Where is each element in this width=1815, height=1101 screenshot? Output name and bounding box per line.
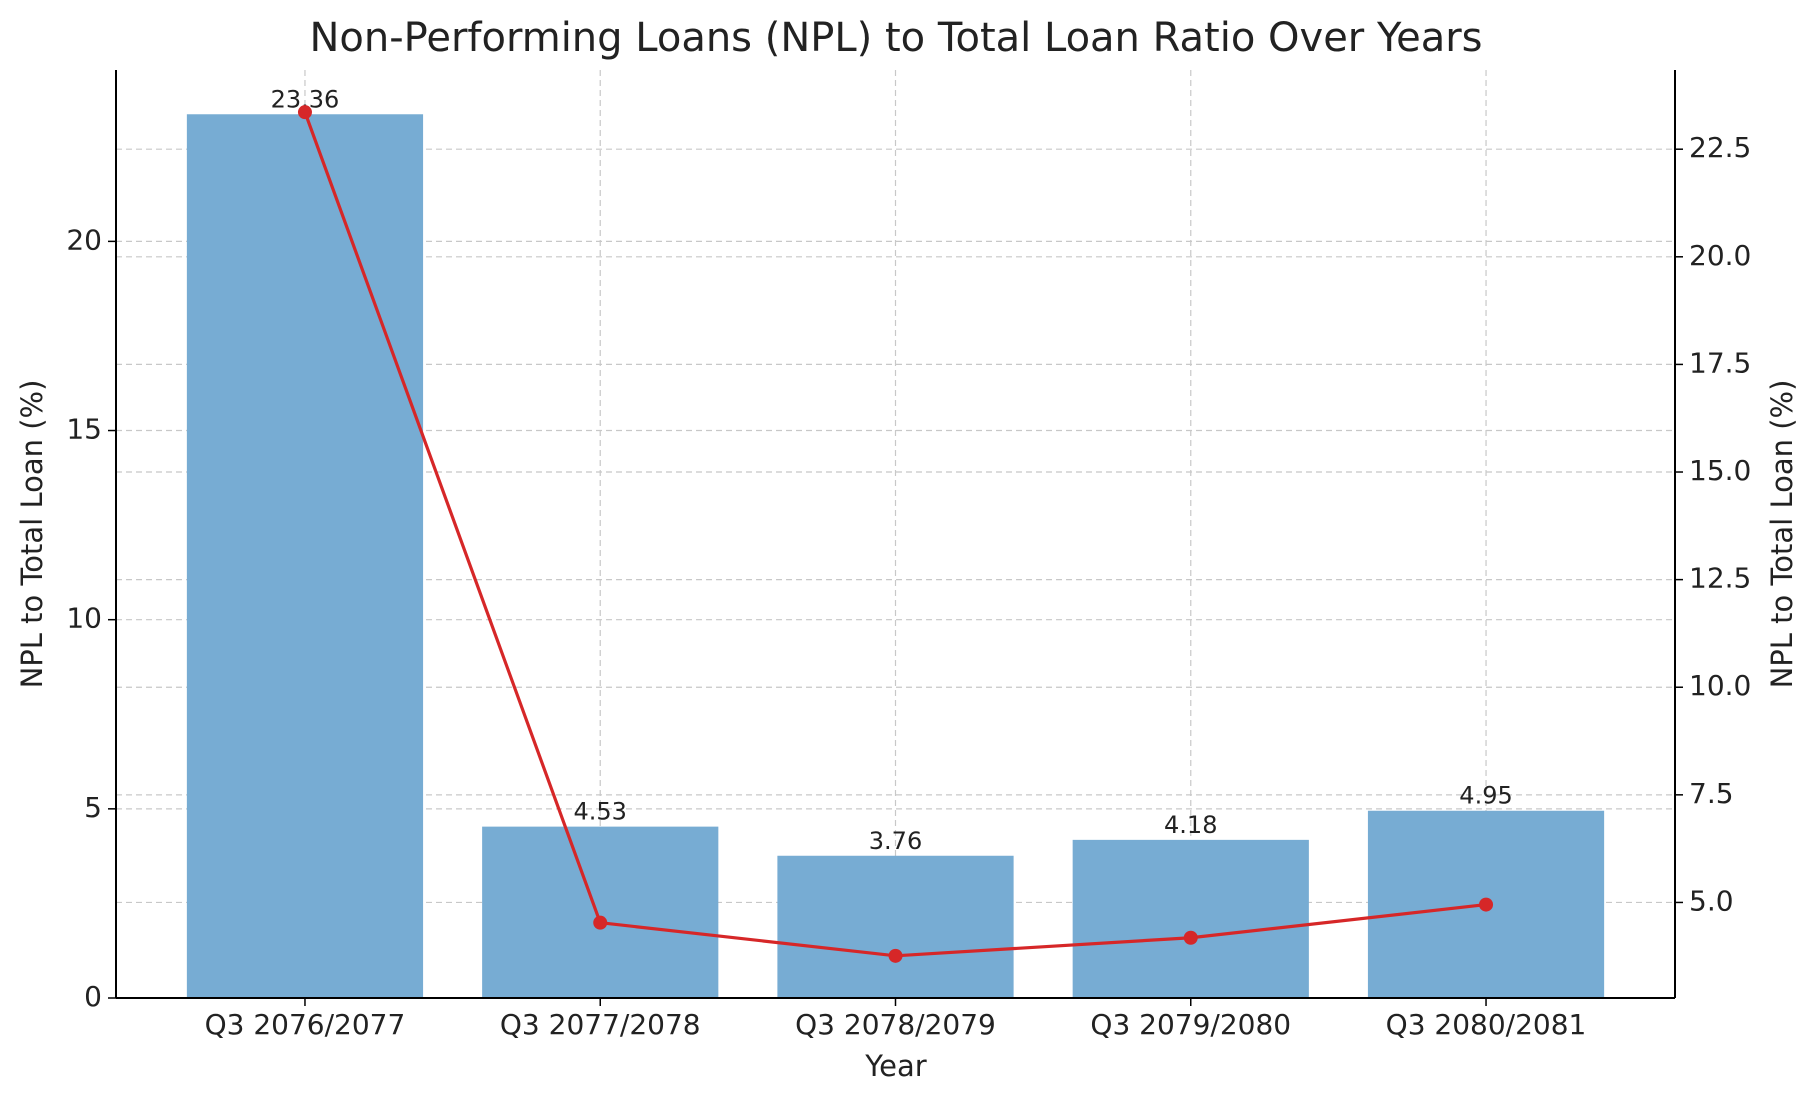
bar	[186, 114, 424, 999]
marker	[593, 915, 608, 930]
marker	[297, 105, 312, 120]
y-tick-label: 5	[84, 791, 102, 824]
bar	[777, 855, 1014, 998]
x-tick-label: Q3 2080/2081	[1386, 1008, 1587, 1041]
y2-tick-label: 22.5	[1689, 131, 1751, 164]
y-tick-label: 20	[66, 223, 102, 256]
y2-tick-label: 17.5	[1689, 346, 1751, 379]
x-tick-label: Q3 2077/2078	[500, 1008, 701, 1041]
x-tick-label: Q3 2076/2077	[205, 1008, 406, 1041]
y-tick-label: 0	[84, 980, 102, 1013]
y2-axis-label: NPL to Total Loan (%)	[1765, 380, 1799, 689]
y2-tick-label: 7.5	[1689, 777, 1734, 810]
marker	[888, 948, 903, 963]
y-axis-label: NPL to Total Loan (%)	[15, 380, 49, 689]
y2-tick-label: 20.0	[1689, 239, 1751, 272]
x-tick-label: Q3 2079/2080	[1090, 1008, 1291, 1041]
data-label: 4.53	[574, 798, 627, 826]
y-tick-label: 10	[66, 602, 102, 635]
y2-tick-label: 5.0	[1689, 884, 1734, 917]
x-tick-label: Q3 2078/2079	[795, 1008, 996, 1041]
marker	[1479, 897, 1494, 912]
bar	[1072, 839, 1309, 998]
y2-tick-label: 15.0	[1689, 454, 1751, 487]
data-label: 4.95	[1459, 782, 1512, 810]
chart-title: Non-Performing Loans (NPL) to Total Loan…	[310, 15, 1483, 61]
data-label: 3.76	[869, 827, 922, 855]
y-tick-label: 15	[66, 413, 102, 446]
bar	[482, 826, 719, 998]
y2-tick-label: 10.0	[1689, 669, 1751, 702]
data-label: 4.18	[1164, 811, 1217, 839]
x-axis-label: Year	[864, 1049, 926, 1083]
y2-tick-label: 12.5	[1689, 562, 1751, 595]
marker	[1183, 930, 1198, 945]
